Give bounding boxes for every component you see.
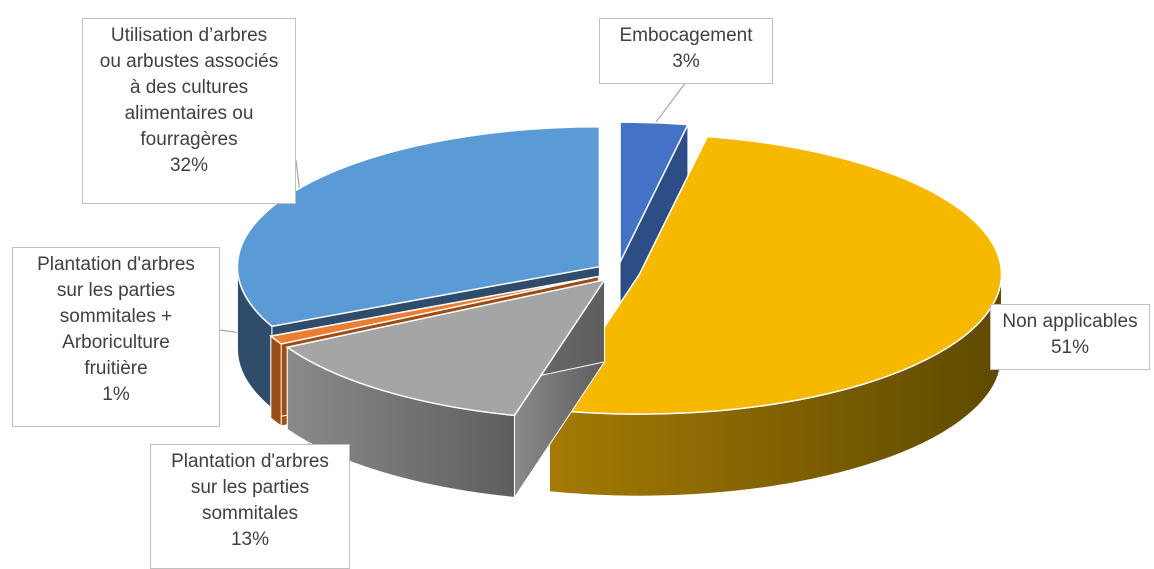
pie-slices: [236, 121, 1003, 500]
label-utilisation-arbres: Utilisation d’arbres ou arbustes associé…: [82, 18, 296, 204]
label-embocagement: Embocagement 3%: [599, 18, 773, 84]
slice-plantation-sommitales: [285, 278, 607, 500]
label-non-applicables: Non applicables 51%: [990, 304, 1150, 370]
slice-rim-plantation-arboriculture: [270, 335, 282, 427]
label-plantation-arboriculture: Plantation d'arbres sur les parties somm…: [12, 247, 220, 427]
slice-top-embocagement: [619, 121, 690, 263]
slice-top-plantation-sommitales: [285, 278, 607, 417]
slice-non-applicables: [548, 135, 1003, 497]
slice-top-plantation-arboriculture: [269, 275, 599, 345]
leader-embocagement: [652, 81, 687, 126]
label-plantation-sommitales: Plantation d'arbres sur les parties somm…: [150, 444, 350, 569]
